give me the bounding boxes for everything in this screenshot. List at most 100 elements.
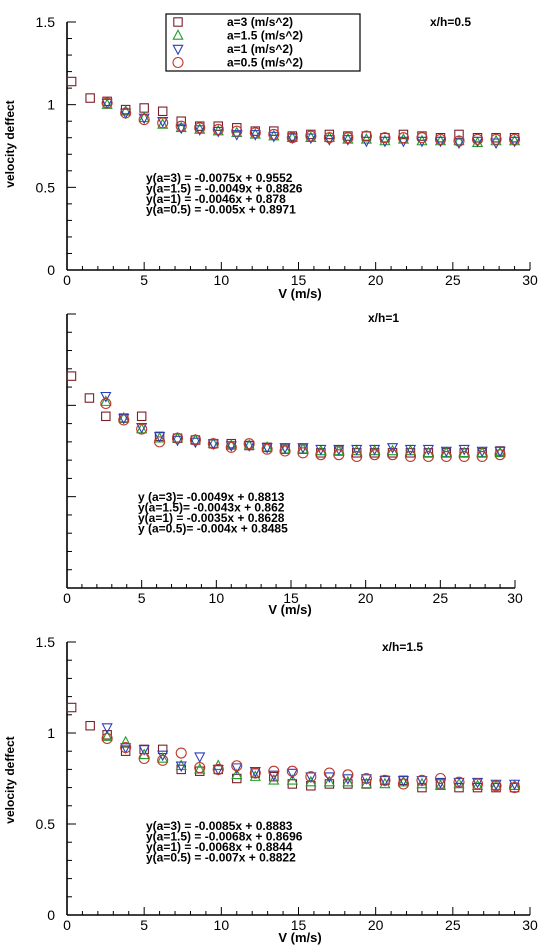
data-point xyxy=(360,772,372,785)
data-point xyxy=(171,432,184,444)
data-point xyxy=(207,439,219,451)
data-point xyxy=(323,135,335,146)
data-point xyxy=(100,395,112,406)
x-tick-label: 0 xyxy=(63,590,71,606)
data-point xyxy=(508,779,521,791)
x-axis-title: V (m/s) xyxy=(268,602,311,617)
x-tick-label: 5 xyxy=(140,272,148,288)
data-point xyxy=(360,133,373,144)
data-point xyxy=(509,782,521,794)
data-point xyxy=(138,111,150,123)
legend-marker xyxy=(173,17,183,27)
regression-equation: y(a=1) = -0.0046x + 0.878 xyxy=(146,192,286,206)
regression-equation: y(a=0.5) = -0.007x + 0.8822 xyxy=(146,851,296,865)
data-point xyxy=(120,743,132,754)
data-point xyxy=(139,103,149,113)
data-point xyxy=(212,123,224,136)
data-point xyxy=(453,135,465,147)
data-point xyxy=(189,434,201,446)
data-point xyxy=(360,774,373,785)
data-point xyxy=(268,773,280,785)
data-point xyxy=(323,132,335,144)
data-point xyxy=(120,746,131,756)
data-point xyxy=(120,104,132,116)
series-circle xyxy=(101,97,521,147)
legend: a=3 (m/s^2)a=1.5 (m/s^2)a=1 (m/s^2)a=0.5… xyxy=(165,13,361,72)
data-point xyxy=(416,776,428,787)
chart-panel-1: 0 5 10 15 20 25 30 0 0.5 1 1.5 V (m/s) velocity deff… xyxy=(3,13,538,301)
data-point xyxy=(305,772,317,784)
data-point xyxy=(323,131,335,142)
data-point xyxy=(194,762,206,774)
data-point xyxy=(189,437,202,449)
x-tick-label: 5 xyxy=(138,590,146,606)
data-point xyxy=(440,450,452,463)
data-point xyxy=(342,132,354,144)
data-point xyxy=(118,414,130,426)
data-point xyxy=(249,767,261,779)
legend-label: a=1.5 (m/s^2) xyxy=(227,29,303,43)
data-point xyxy=(453,138,465,150)
data-point xyxy=(101,97,113,109)
y-tick-label: 1 xyxy=(47,725,55,741)
data-point xyxy=(286,131,298,142)
data-point xyxy=(194,125,206,136)
data-point xyxy=(231,125,243,137)
data-point xyxy=(243,438,255,450)
data-point xyxy=(175,759,187,771)
data-point xyxy=(249,130,261,141)
data-point xyxy=(194,122,206,134)
y-axis-title: velocity deffect xyxy=(3,736,17,823)
data-point xyxy=(175,123,187,135)
data-point xyxy=(225,439,237,450)
data-point xyxy=(397,132,409,144)
data-point xyxy=(101,730,113,741)
data-point xyxy=(471,136,484,148)
data-point xyxy=(101,732,113,745)
data-point xyxy=(360,130,372,142)
data-point xyxy=(494,449,506,461)
data-point xyxy=(268,128,280,140)
data-point xyxy=(225,441,237,453)
data-point xyxy=(379,777,391,789)
x-tick-label: 0 xyxy=(63,272,71,288)
data-point xyxy=(120,742,132,754)
data-point xyxy=(84,393,95,403)
panel-title: x/h=0.5 xyxy=(430,15,471,29)
regression-equation: y(a=1.5) = -0.0068x + 0.8696 xyxy=(146,830,303,844)
y-tick-label: 1 xyxy=(47,97,55,113)
legend-label: a=0.5 (m/s^2) xyxy=(227,56,303,70)
data-point xyxy=(207,438,219,450)
data-point xyxy=(333,449,345,461)
legend-marker xyxy=(172,29,184,40)
data-point xyxy=(490,780,502,792)
series-triangle-down xyxy=(101,723,521,791)
data-point xyxy=(453,134,465,146)
data-point xyxy=(286,768,298,780)
data-point xyxy=(120,107,132,119)
data-point xyxy=(434,136,447,148)
x-tick-label: 10 xyxy=(214,272,230,288)
data-point xyxy=(386,443,399,454)
data-point xyxy=(379,776,391,787)
data-point xyxy=(434,772,447,785)
data-point xyxy=(416,774,428,786)
data-point xyxy=(175,120,187,132)
data-point xyxy=(453,776,465,788)
data-point xyxy=(157,106,168,117)
regression-equation: y(a=0.5) = -0.005x + 0.8971 xyxy=(146,203,296,217)
data-point xyxy=(286,773,298,785)
data-point xyxy=(189,433,202,445)
regression-equation: y(a=1) = -0.0035x + 0.8628 xyxy=(138,511,285,525)
series-circle xyxy=(101,732,521,794)
data-point xyxy=(231,760,243,772)
data-point xyxy=(458,450,470,463)
regression-equation: y (a=0.5)= -0.004x + 0.8485 xyxy=(138,522,288,536)
data-point xyxy=(305,130,317,142)
regression-equation: y(a=3) = -0.0085x + 0.8883 xyxy=(146,819,293,833)
data-point xyxy=(120,735,132,747)
x-tick-label: 10 xyxy=(209,590,225,606)
y-tick-label: 0 xyxy=(47,907,55,923)
data-point xyxy=(342,135,354,146)
